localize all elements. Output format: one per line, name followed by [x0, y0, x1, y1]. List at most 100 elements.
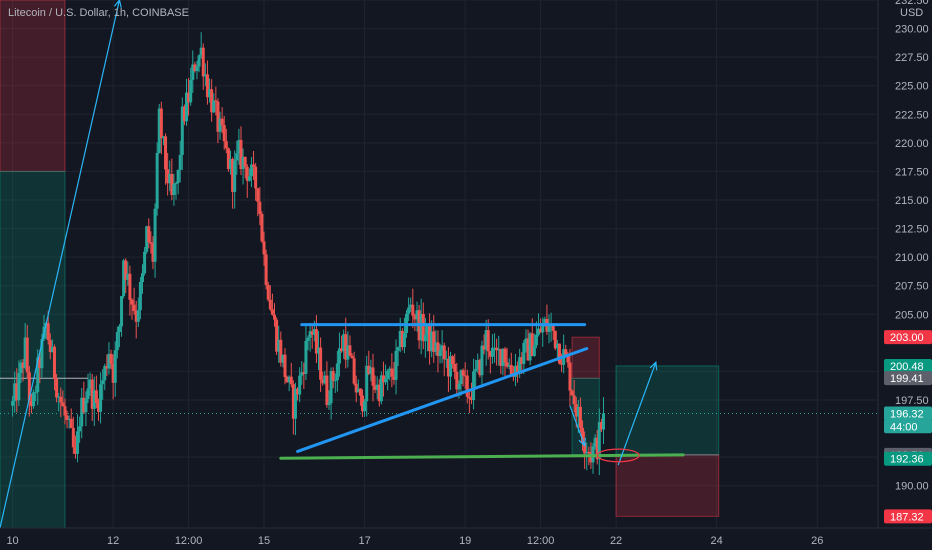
- candle-up[interactable]: [459, 370, 463, 385]
- rising_trend-line[interactable]: [296, 347, 589, 453]
- candle-up[interactable]: [13, 383, 17, 402]
- candle-down[interactable]: [105, 366, 109, 369]
- candle-down[interactable]: [566, 354, 570, 363]
- candle-up[interactable]: [396, 347, 400, 351]
- candle-up[interactable]: [394, 350, 398, 380]
- arrow-line[interactable]: [617, 362, 657, 466]
- candle-down[interactable]: [266, 284, 270, 300]
- candle-down[interactable]: [551, 325, 555, 331]
- candle-up[interactable]: [184, 92, 188, 122]
- candle-up[interactable]: [430, 331, 434, 352]
- candle-down[interactable]: [319, 347, 323, 380]
- candle-up[interactable]: [363, 401, 367, 412]
- candle-up[interactable]: [449, 356, 453, 377]
- candle-down[interactable]: [352, 358, 356, 384]
- candle-down[interactable]: [21, 362, 25, 368]
- arrow-head[interactable]: [578, 437, 587, 448]
- candle-down[interactable]: [147, 226, 151, 243]
- candle-down[interactable]: [231, 159, 235, 192]
- candle-down[interactable]: [564, 349, 568, 355]
- candle-down[interactable]: [413, 315, 417, 320]
- candle-down[interactable]: [589, 452, 593, 463]
- arrow-line[interactable]: [569, 405, 586, 446]
- candle-up[interactable]: [78, 426, 82, 432]
- candle-down[interactable]: [260, 213, 264, 242]
- candle-up[interactable]: [281, 354, 285, 363]
- candle-down[interactable]: [574, 404, 578, 417]
- candle-down[interactable]: [595, 437, 599, 460]
- candle-down[interactable]: [291, 384, 295, 419]
- candle-up[interactable]: [178, 154, 182, 170]
- candle-up[interactable]: [543, 318, 547, 326]
- candle-down[interactable]: [442, 345, 446, 360]
- candle-up[interactable]: [199, 47, 203, 56]
- candle-down[interactable]: [488, 351, 492, 357]
- candle-up[interactable]: [277, 339, 281, 352]
- candle-down[interactable]: [348, 345, 352, 356]
- candle-up[interactable]: [541, 325, 545, 333]
- candle-up[interactable]: [197, 55, 201, 67]
- candle-down[interactable]: [499, 348, 503, 366]
- candle-up[interactable]: [386, 370, 390, 379]
- candle-up[interactable]: [402, 333, 406, 348]
- candle-up[interactable]: [117, 326, 121, 333]
- candle-up[interactable]: [92, 390, 96, 409]
- candle-up[interactable]: [490, 347, 494, 357]
- candle-up[interactable]: [50, 346, 54, 353]
- candle-up[interactable]: [32, 392, 36, 407]
- arrow-line[interactable]: [0, 0, 121, 529]
- candle-down[interactable]: [516, 365, 520, 373]
- candle-down[interactable]: [224, 141, 228, 149]
- candle-down[interactable]: [55, 378, 59, 398]
- candle-down[interactable]: [453, 364, 457, 372]
- candle-down[interactable]: [340, 348, 344, 352]
- candle-up[interactable]: [138, 281, 142, 311]
- candle-up[interactable]: [122, 260, 126, 297]
- candle-down[interactable]: [560, 363, 564, 365]
- candle-up[interactable]: [576, 406, 580, 417]
- candle-up[interactable]: [120, 296, 124, 327]
- candle-down[interactable]: [350, 355, 354, 359]
- candle-down[interactable]: [264, 254, 268, 285]
- time-axis[interactable]: 10 12 12:00 15 17 19 12:00 22 24 26: [0, 527, 932, 550]
- candle-down[interactable]: [482, 345, 486, 350]
- candle-up[interactable]: [293, 388, 297, 419]
- candle-up[interactable]: [518, 357, 522, 373]
- candle-down[interactable]: [25, 337, 29, 373]
- candle-up[interactable]: [333, 380, 337, 382]
- candle-down[interactable]: [381, 375, 385, 383]
- candle-up[interactable]: [143, 251, 147, 274]
- candle-up[interactable]: [585, 451, 589, 454]
- candle-down[interactable]: [73, 447, 77, 454]
- candle-down[interactable]: [111, 363, 115, 383]
- candle-down[interactable]: [289, 376, 293, 385]
- candle-down[interactable]: [344, 334, 348, 360]
- candle-down[interactable]: [421, 314, 425, 342]
- candle-up[interactable]: [444, 358, 448, 360]
- candle-down[interactable]: [46, 323, 50, 341]
- candle-down[interactable]: [258, 201, 262, 214]
- candle-up[interactable]: [407, 307, 411, 314]
- candle-up[interactable]: [88, 379, 92, 389]
- candle-down[interactable]: [130, 299, 134, 305]
- candle-up[interactable]: [115, 332, 119, 351]
- candle-up[interactable]: [233, 160, 237, 192]
- candle-down[interactable]: [164, 136, 168, 170]
- candle-up[interactable]: [298, 375, 302, 395]
- candle-up[interactable]: [145, 226, 149, 252]
- candle-up[interactable]: [356, 388, 360, 393]
- candle-up[interactable]: [547, 326, 551, 332]
- candle-up[interactable]: [218, 118, 222, 132]
- candle-up[interactable]: [161, 136, 165, 139]
- candle-up[interactable]: [342, 334, 346, 352]
- candle-down[interactable]: [283, 354, 287, 378]
- candle-down[interactable]: [361, 395, 365, 412]
- candle-down[interactable]: [109, 353, 113, 364]
- candle-up[interactable]: [103, 366, 107, 381]
- candle-up[interactable]: [497, 348, 501, 351]
- candle-up[interactable]: [176, 169, 180, 183]
- candle-up[interactable]: [304, 340, 308, 374]
- candle-down[interactable]: [526, 338, 530, 361]
- candle-down[interactable]: [273, 314, 277, 320]
